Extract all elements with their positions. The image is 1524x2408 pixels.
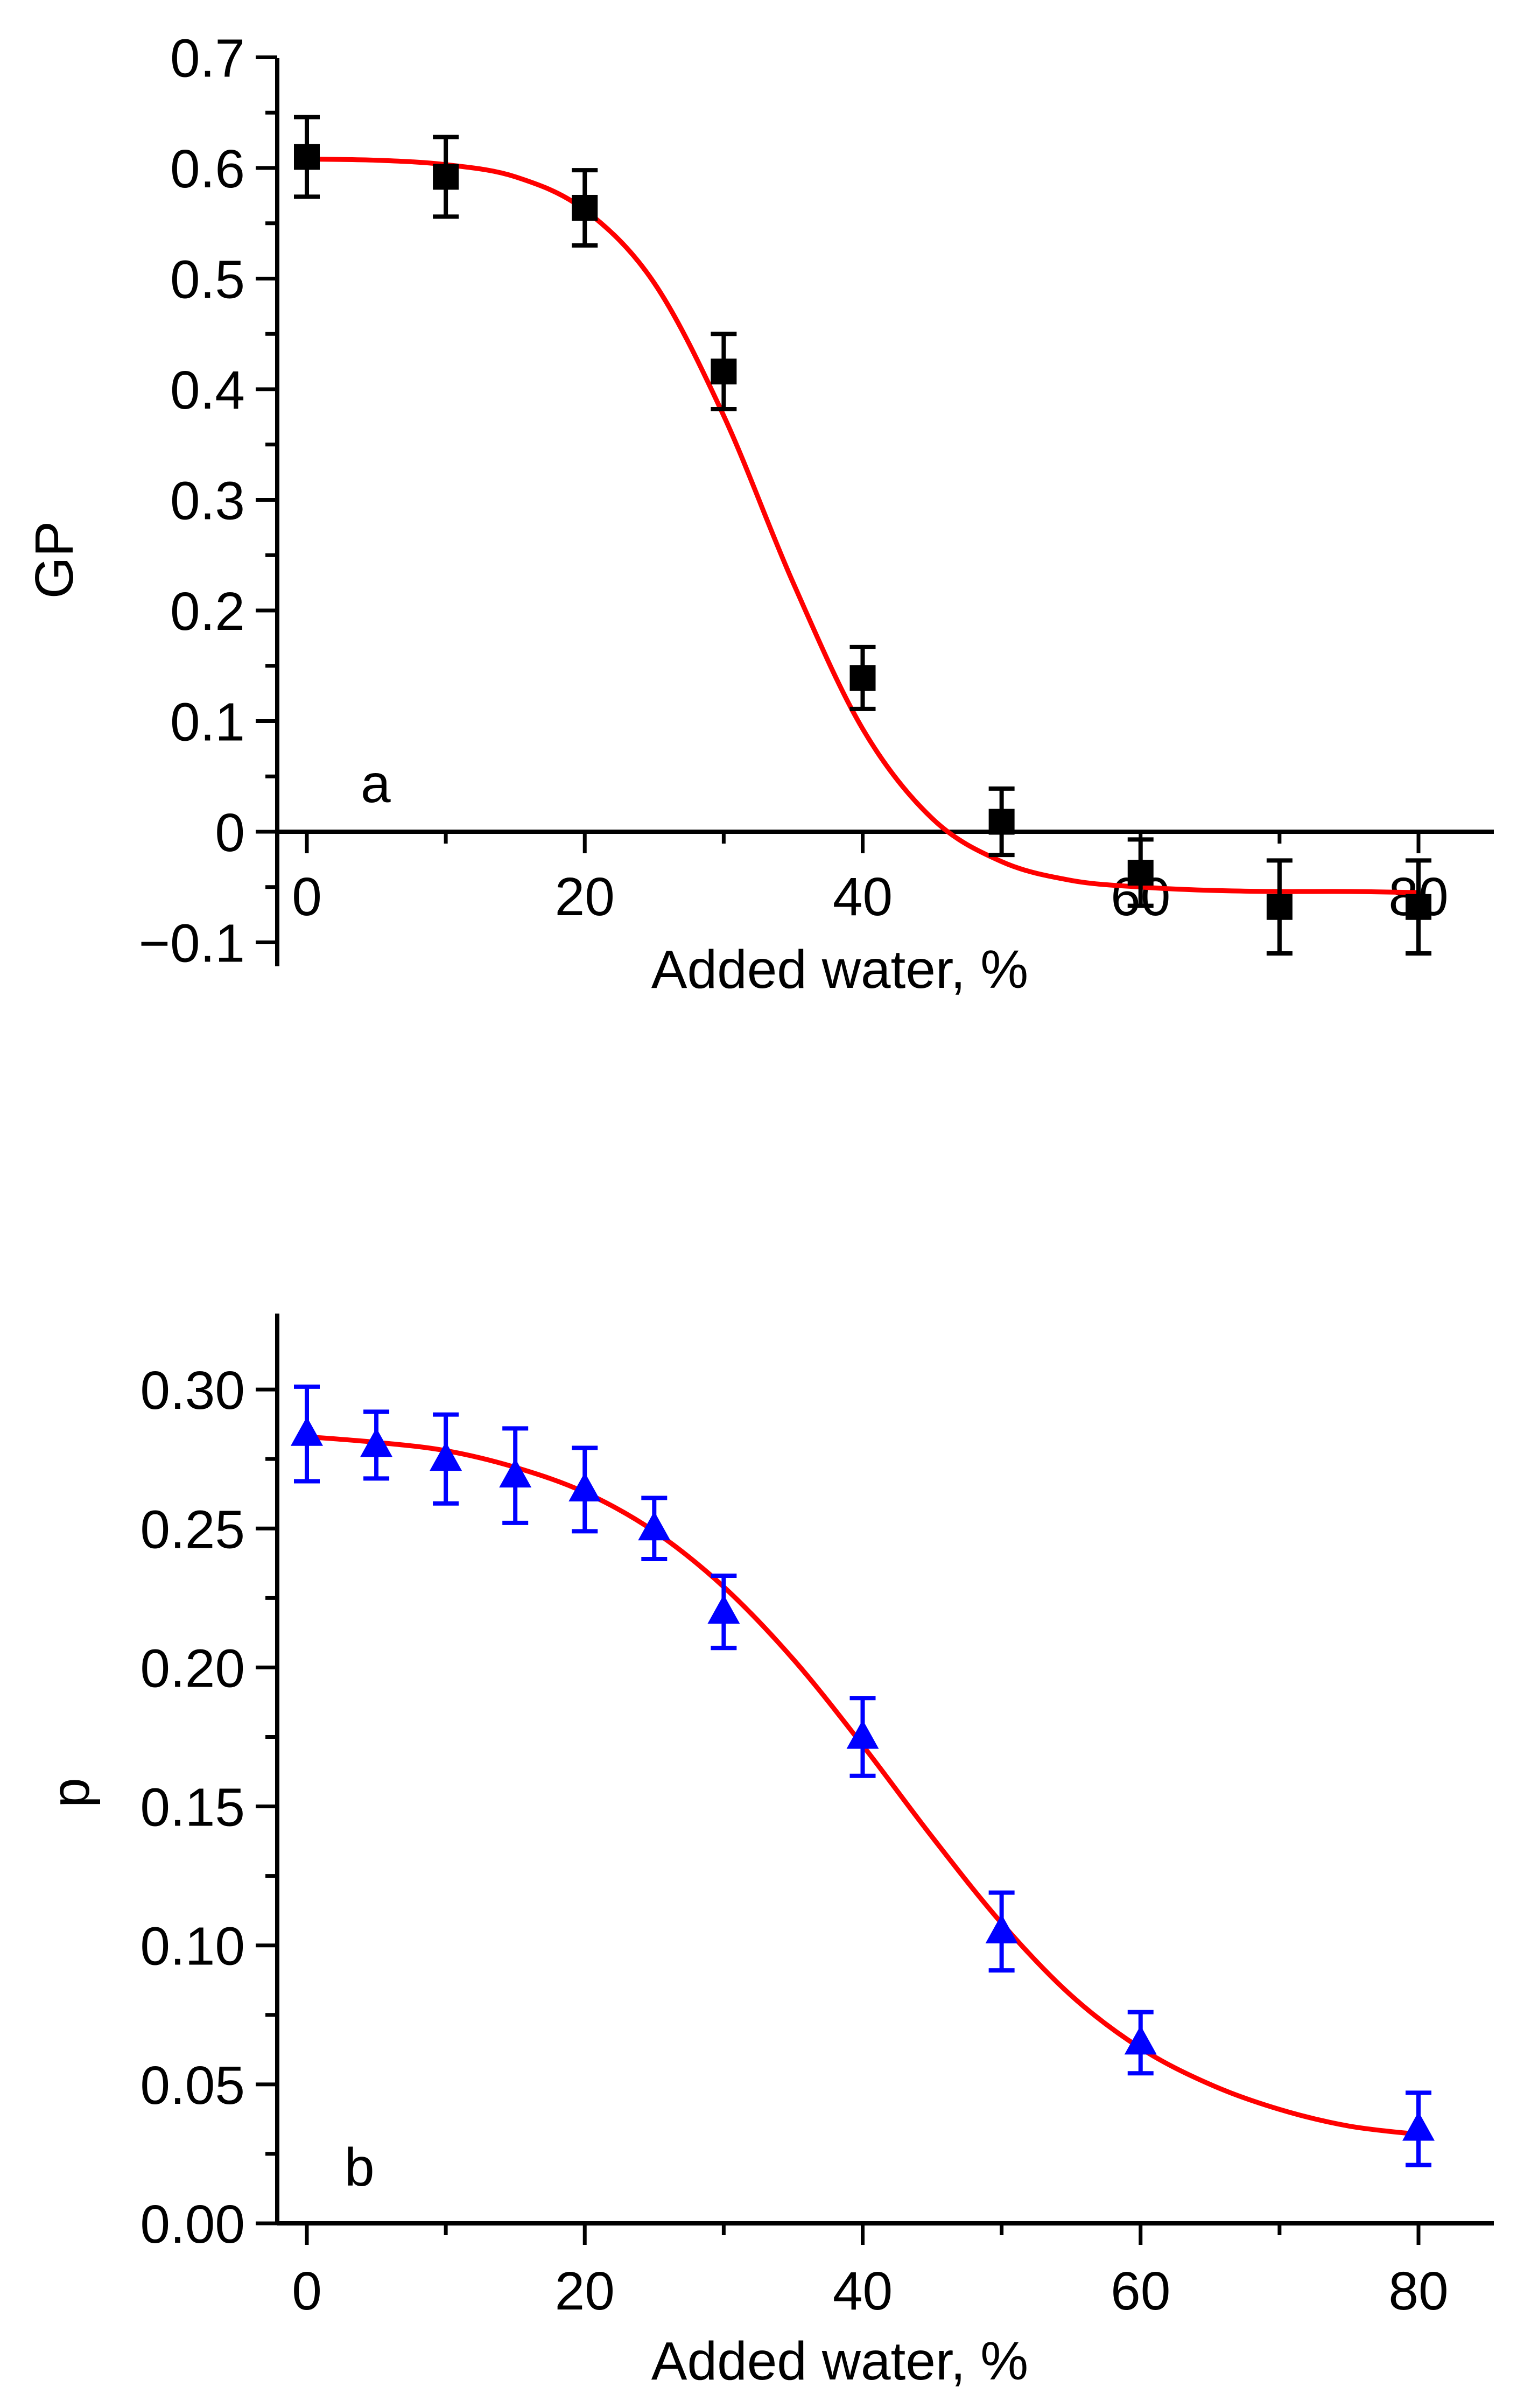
axes-b: 0 20 40 60 80 0.00 0.05 0.10 0.15 0.20 0.25 0.30 xyxy=(140,1314,1494,2321)
x-tick-label-b: 0 xyxy=(292,2261,322,2321)
y-axis-title-b: p xyxy=(40,1778,101,1808)
square-marker-a xyxy=(1127,860,1154,886)
square-marker-a xyxy=(294,144,320,170)
y-tick-label-b: 0.30 xyxy=(140,1360,245,1421)
y-tick-label-a: 0.1 xyxy=(170,692,245,753)
y-tick-label-a: 0.2 xyxy=(170,581,245,642)
data-point-b xyxy=(638,1496,671,1562)
data-point-b xyxy=(568,1445,601,1534)
data-point-a xyxy=(433,135,459,219)
triangle-marker-b xyxy=(985,1914,1018,1943)
chart-panel-b: 0 20 40 60 80 0.00 0.05 0.10 0.15 0.20 0.25 0.30 b … xyxy=(40,1314,1494,2391)
data-point-a xyxy=(849,644,876,711)
triangle-marker-b xyxy=(1402,2111,1435,2141)
triangle-marker-b xyxy=(291,1416,323,1446)
square-marker-a xyxy=(849,665,876,691)
triangle-marker-b xyxy=(430,1442,462,1471)
y-tick-label-b: 0.15 xyxy=(140,1778,245,1838)
y-tick-label-a: 0.7 xyxy=(170,29,245,89)
triangle-marker-b xyxy=(707,1595,740,1624)
fit-curve-layer-a xyxy=(304,157,1421,895)
x-tick-label-b: 20 xyxy=(555,2261,615,2321)
data-point-a xyxy=(1406,858,1431,956)
y-tick-label-a: 0.6 xyxy=(170,139,245,199)
x-tick-label-a: 40 xyxy=(833,867,893,927)
y-tick-label-a: 0.4 xyxy=(170,360,245,420)
y-tick-label-b: 0.00 xyxy=(140,2194,245,2255)
data-point-b xyxy=(430,1412,462,1506)
y-tick-label-b: 0.10 xyxy=(140,1916,245,1977)
x-tick-label-b: 80 xyxy=(1388,2261,1448,2321)
triangle-marker-b xyxy=(638,1511,671,1541)
square-marker-a xyxy=(1266,894,1293,920)
data-point-b xyxy=(846,1696,879,1778)
data-point-a xyxy=(1127,837,1154,908)
data-point-b xyxy=(360,1409,393,1481)
panel-label-b: b xyxy=(345,2137,375,2198)
data-points-layer-a xyxy=(294,115,1431,956)
triangle-marker-b xyxy=(360,1428,393,1457)
data-point-a xyxy=(711,332,737,411)
x-tick-label-b: 60 xyxy=(1111,2261,1170,2321)
x-axis-title-a: Added water, % xyxy=(651,939,1028,1000)
data-point-a xyxy=(1266,858,1293,956)
data-point-a xyxy=(572,168,598,248)
data-point-b xyxy=(1402,2090,1435,2167)
y-tick-label-b: 0.05 xyxy=(140,2055,245,2116)
y-tick-label-b: 0.25 xyxy=(140,1499,245,1560)
square-marker-a xyxy=(988,809,1015,835)
y-tick-label-a: −0.1 xyxy=(139,914,245,974)
x-axis-title-b: Added water, % xyxy=(651,2331,1028,2391)
x-tick-label-a: 0 xyxy=(292,867,322,927)
data-point-b xyxy=(707,1574,740,1651)
labels-layer-a: a Added water, % GP xyxy=(24,521,1028,1000)
fit-curve-a xyxy=(304,157,1421,895)
data-point-b xyxy=(985,1890,1018,1973)
triangle-marker-b xyxy=(846,1719,879,1749)
labels-layer-b: b Added water, % p xyxy=(40,1778,1028,2391)
triangle-marker-b xyxy=(1124,2025,1157,2055)
y-axis-title-a: GP xyxy=(24,521,85,599)
y-tick-label-a: 0 xyxy=(215,803,245,863)
data-point-a xyxy=(988,786,1015,858)
square-marker-a xyxy=(1406,894,1431,920)
x-tick-label-b: 40 xyxy=(833,2261,893,2321)
square-marker-a xyxy=(433,164,459,190)
x-tick-label-a: 20 xyxy=(555,867,615,927)
square-marker-a xyxy=(572,194,598,221)
panel-label-a: a xyxy=(361,754,391,814)
data-points-layer-b xyxy=(291,1384,1435,2167)
data-point-b xyxy=(291,1384,323,1484)
triangle-marker-b xyxy=(499,1458,532,1488)
y-tick-label-a: 0.5 xyxy=(170,250,245,310)
data-point-a xyxy=(294,115,320,199)
data-point-b xyxy=(1124,2010,1157,2076)
triangle-marker-b xyxy=(568,1472,601,1501)
y-tick-label-b: 0.20 xyxy=(140,1638,245,1698)
data-point-b xyxy=(499,1426,532,1525)
y-tick-label-a: 0.3 xyxy=(170,471,245,531)
square-marker-a xyxy=(711,359,737,385)
